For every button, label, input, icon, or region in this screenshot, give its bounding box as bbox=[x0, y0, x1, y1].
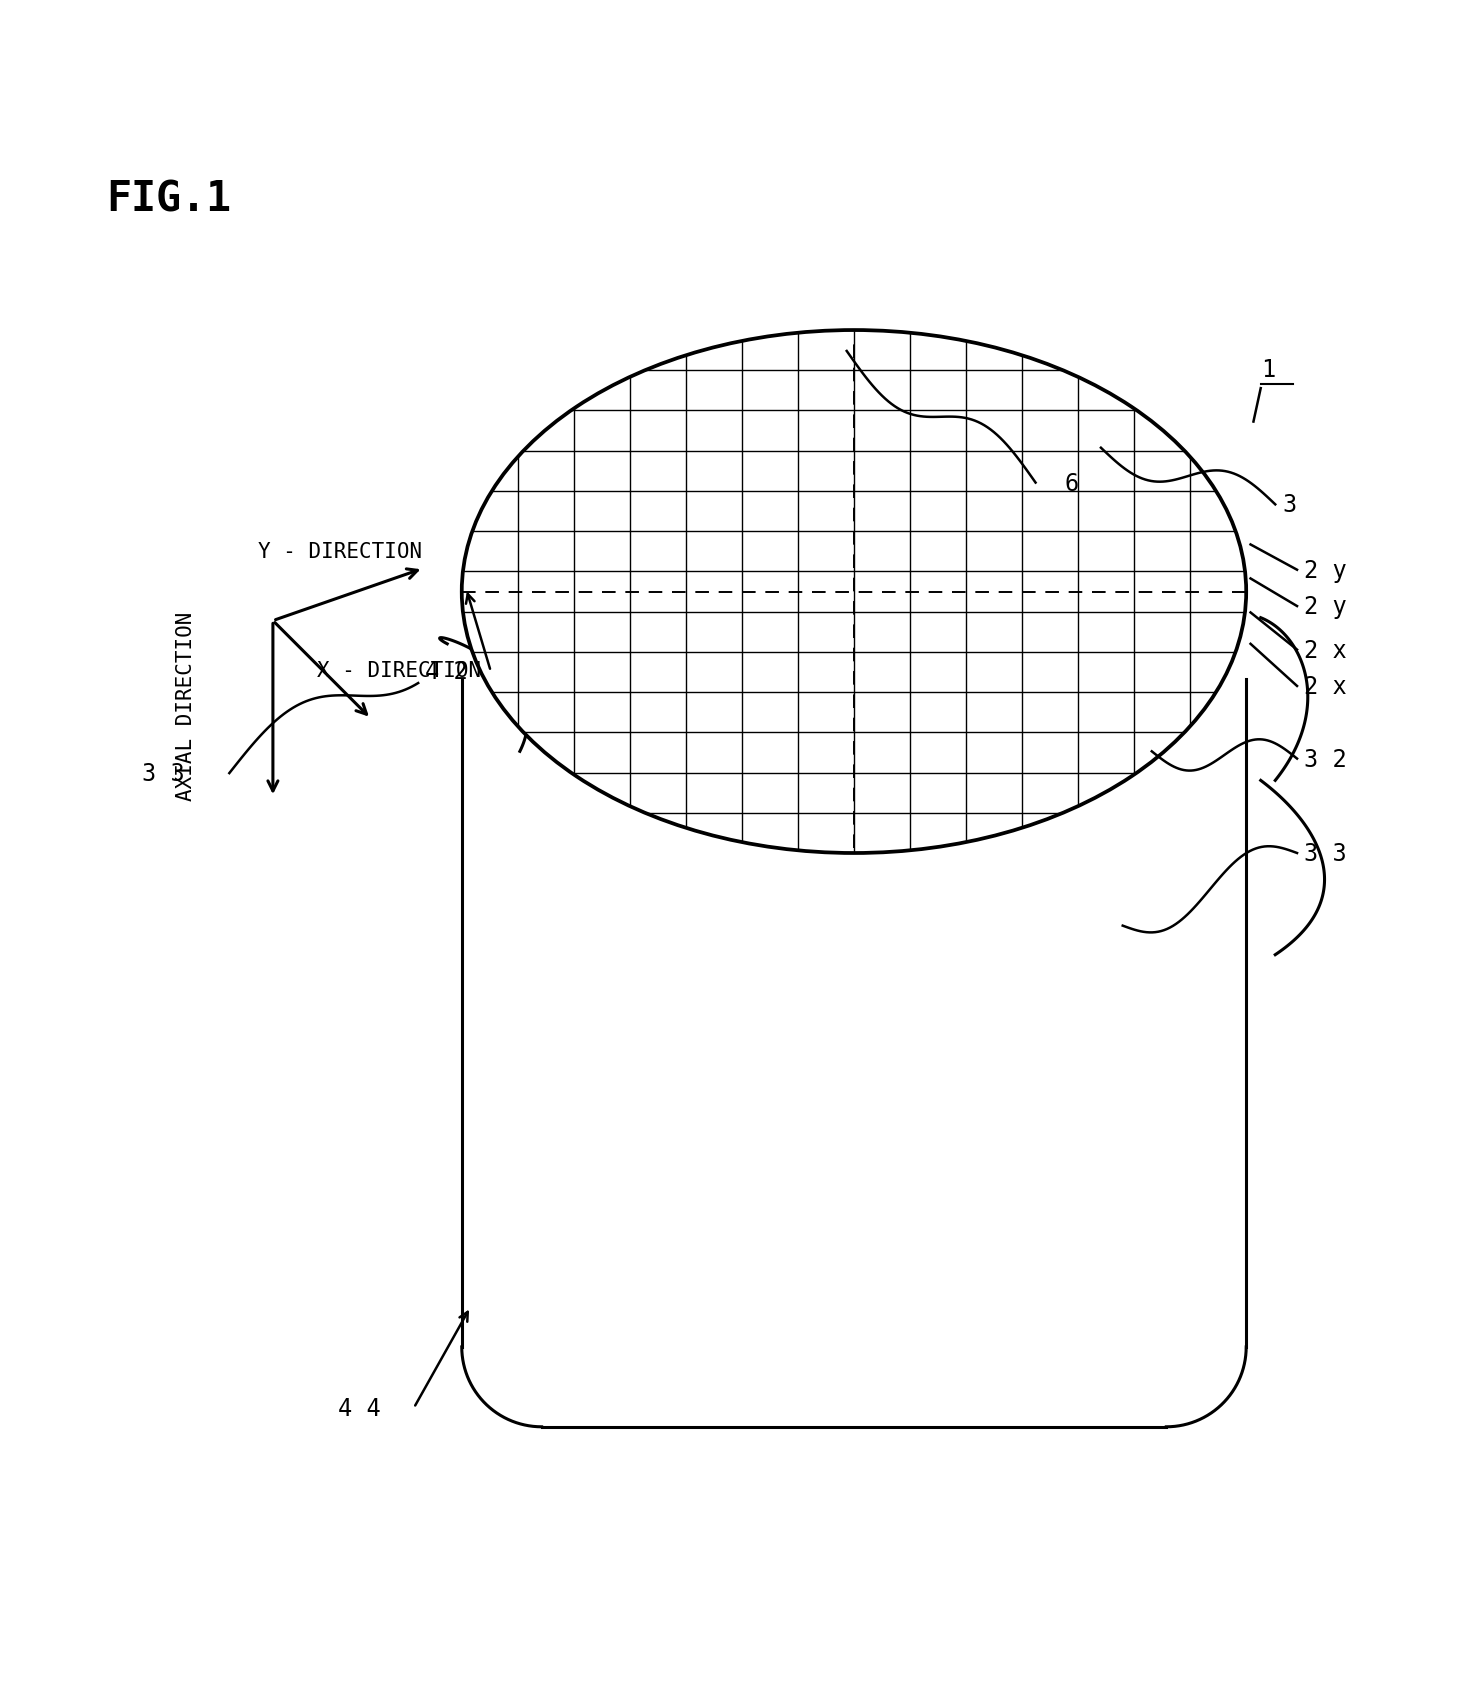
Text: 3: 3 bbox=[1283, 493, 1297, 517]
Text: 4 4: 4 4 bbox=[339, 1396, 381, 1420]
Text: FIG.1: FIG.1 bbox=[105, 179, 231, 220]
Text: 3 2: 3 2 bbox=[1305, 748, 1347, 772]
Text: 2 y: 2 y bbox=[1305, 594, 1347, 618]
Text: AXIAL DIRECTION: AXIAL DIRECTION bbox=[175, 611, 196, 801]
Text: 3 3: 3 3 bbox=[1305, 842, 1347, 865]
Text: 2 x: 2 x bbox=[1305, 674, 1347, 698]
Text: X - DIRECTION: X - DIRECTION bbox=[317, 661, 481, 679]
Text: 2 y: 2 y bbox=[1305, 558, 1347, 582]
Text: 3 3: 3 3 bbox=[142, 761, 186, 785]
Text: Y - DIRECTION: Y - DIRECTION bbox=[259, 541, 422, 562]
Text: 2 x: 2 x bbox=[1305, 638, 1347, 662]
Text: 6: 6 bbox=[1065, 471, 1078, 495]
Text: 4 2: 4 2 bbox=[425, 661, 468, 685]
Ellipse shape bbox=[462, 331, 1246, 854]
Text: 1: 1 bbox=[1261, 358, 1275, 382]
